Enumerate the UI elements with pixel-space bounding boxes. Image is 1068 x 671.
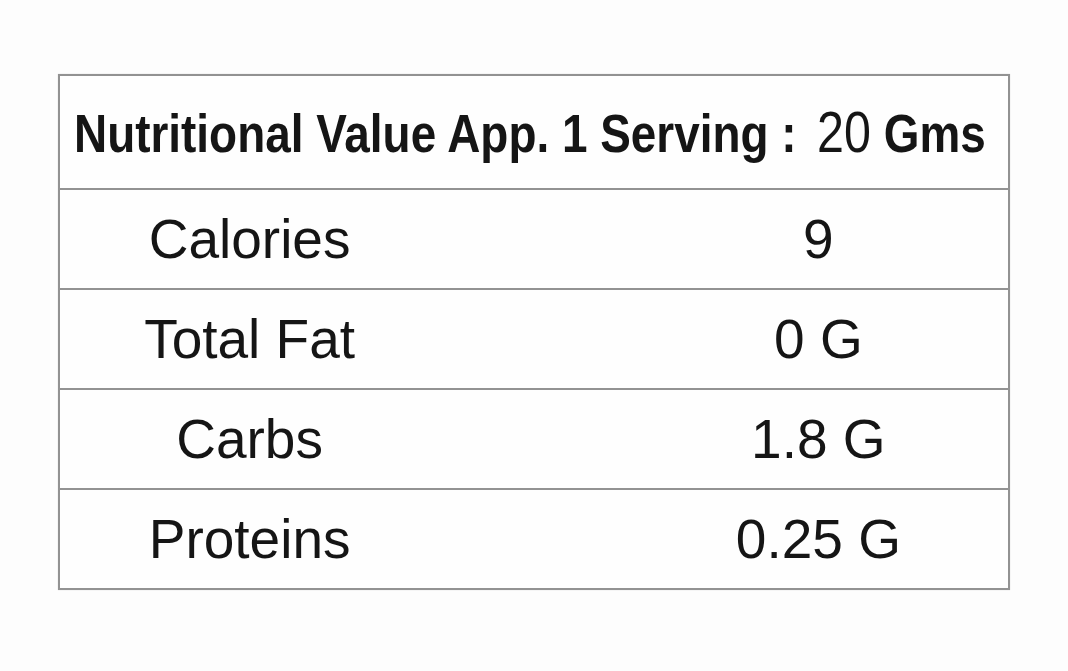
table-row-total-fat: Total Fat 0 G xyxy=(60,288,1008,388)
table-row-carbs: Carbs 1.8 G xyxy=(60,388,1008,488)
nutrition-label-image: Nutritional Value App. 1 Serving :20Gms … xyxy=(0,0,1068,671)
nutrition-table: Nutritional Value App. 1 Serving :20Gms … xyxy=(58,74,1010,590)
row-label: Total Fat xyxy=(60,307,439,371)
header-title: Nutritional Value App. 1 Serving : 20Gms xyxy=(74,99,986,165)
header-title-text: Nutritional Value App. 1 Serving : xyxy=(74,103,797,163)
table-row-calories: Calories 9 xyxy=(60,190,1008,288)
serving-size-value: 20 xyxy=(817,100,871,164)
row-value: 9 xyxy=(629,207,1008,271)
serving-size-unit: Gms xyxy=(884,103,986,163)
row-value: 0 G xyxy=(629,307,1008,371)
row-value: 0.25 G xyxy=(629,507,1008,571)
row-label: Calories xyxy=(60,207,439,271)
row-label: Carbs xyxy=(60,407,439,471)
table-row-proteins: Proteins 0.25 G xyxy=(60,488,1008,588)
row-value: 1.8 G xyxy=(629,407,1008,471)
table-header-row: Nutritional Value App. 1 Serving : 20Gms xyxy=(60,76,1008,190)
row-label: Proteins xyxy=(60,507,439,571)
